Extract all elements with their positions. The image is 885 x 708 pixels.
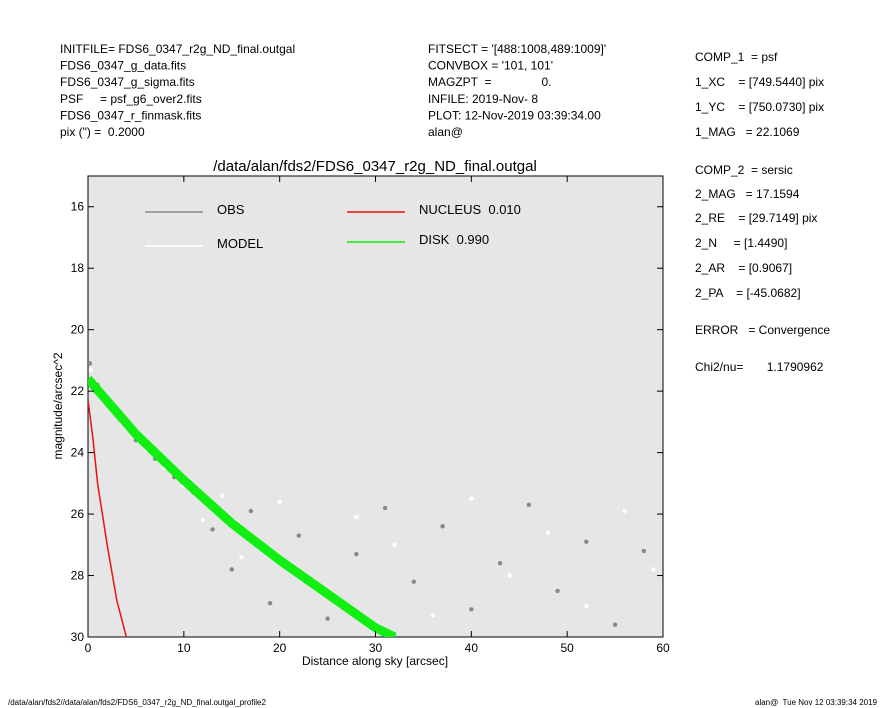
y-tick-label: 18 bbox=[71, 261, 85, 275]
chart-title: /data/alan/fds2/FDS6_0347_r2g_ND_final.o… bbox=[213, 158, 537, 175]
x-tick-label: 40 bbox=[465, 641, 479, 655]
footer-right: alan@ Tue Nov 12 03:39:34 2019 bbox=[755, 698, 878, 707]
header-right-line: ERROR = Convergence bbox=[695, 323, 830, 337]
plot-layer bbox=[88, 361, 656, 637]
data-point bbox=[325, 616, 330, 621]
header-right-line: Chi2/nu= 1.1790962 bbox=[695, 360, 824, 374]
data-point bbox=[248, 508, 254, 514]
y-tick-label: 22 bbox=[71, 384, 85, 398]
header-right-line: 1_YC = [750.0730] pix bbox=[695, 100, 824, 114]
header-right-line: 2_AR = [0.9067] bbox=[695, 261, 792, 275]
x-tick-label: 60 bbox=[656, 641, 670, 655]
data-point bbox=[584, 539, 589, 544]
data-point bbox=[229, 567, 234, 572]
data-point bbox=[354, 551, 359, 557]
header: INITFILE= FDS6_0347_r2g_ND_final.outgal F… bbox=[60, 42, 830, 374]
data-point bbox=[651, 567, 656, 572]
x-tick-label: 50 bbox=[560, 641, 574, 655]
header-right-line: COMP_1 = psf bbox=[695, 50, 778, 64]
data-point bbox=[469, 607, 474, 612]
data-point bbox=[88, 361, 93, 366]
data-point bbox=[555, 588, 560, 594]
y-tick-label: 26 bbox=[71, 507, 85, 521]
header-middle-line: PLOT: 12-Nov-2019 03:39:34.00 bbox=[428, 108, 601, 122]
y-tick-label: 16 bbox=[71, 200, 85, 214]
header-right-line: 2_N = [1.4490] bbox=[695, 236, 787, 250]
header-left-line: PSF = psf_g6_over2.fits bbox=[60, 92, 202, 106]
x-tick-label: 0 bbox=[85, 641, 92, 655]
data-point bbox=[411, 579, 417, 584]
x-tick-label: 30 bbox=[369, 641, 383, 655]
header-middle-line: MAGZPT = 0. bbox=[428, 75, 551, 89]
header-right-line: 2_MAG = 17.1594 bbox=[695, 187, 800, 201]
data-point bbox=[430, 613, 436, 618]
data-point bbox=[641, 548, 647, 554]
legend-label: DISK 0.990 bbox=[419, 232, 489, 247]
data-point bbox=[200, 518, 206, 523]
header-right-line: 2_PA = [-45.0682] bbox=[695, 286, 801, 300]
header-middle-line: CONVBOX = '101, 101' bbox=[428, 59, 553, 73]
y-tick-label: 20 bbox=[71, 323, 85, 337]
legend-label: MODEL bbox=[217, 236, 263, 251]
header-middle-line: alan@ bbox=[428, 125, 463, 139]
data-point bbox=[545, 530, 551, 535]
data-line bbox=[88, 400, 128, 637]
header-right-line: COMP_2 = sersic bbox=[695, 163, 793, 177]
header-left-line: INITFILE= FDS6_0347_r2g_ND_final.outgal bbox=[60, 42, 295, 56]
header-left-line: pix (") = 0.2000 bbox=[60, 125, 145, 139]
legend-label: OBS bbox=[217, 202, 245, 217]
x-tick-label: 20 bbox=[273, 641, 287, 655]
data-point bbox=[440, 524, 445, 529]
data-point bbox=[277, 499, 282, 504]
data-point bbox=[507, 573, 512, 578]
data-point bbox=[354, 514, 359, 520]
data-point bbox=[210, 527, 215, 532]
header-right-line: 1_XC = [749.5440] pix bbox=[695, 75, 824, 89]
data-point bbox=[469, 496, 474, 501]
data-point bbox=[497, 561, 503, 566]
data-point bbox=[622, 508, 627, 514]
header-right-line: 1_MAG = 22.1069 bbox=[695, 125, 800, 139]
header-middle-line: INFILE: 2019-Nov- 8 bbox=[428, 92, 538, 106]
y-axis-label: magnitude/arcsec^2 bbox=[51, 352, 65, 459]
header-left-line: FDS6_0347_r_finmask.fits bbox=[60, 108, 201, 122]
data-point bbox=[382, 505, 388, 511]
legend-label: NUCLEUS 0.010 bbox=[419, 202, 521, 217]
data-point bbox=[612, 622, 618, 627]
data-point bbox=[526, 502, 532, 508]
data-point bbox=[88, 367, 94, 372]
x-axis-label: Distance along sky [arcsec] bbox=[302, 654, 448, 668]
y-tick-label: 28 bbox=[71, 569, 85, 583]
plot-area bbox=[87, 175, 664, 638]
data-point bbox=[392, 542, 397, 547]
footer-left: /data/alan/fds2//data/alan/fds2/FDS6_034… bbox=[8, 698, 267, 707]
data-point bbox=[584, 604, 589, 609]
y-tick-label: 30 bbox=[71, 630, 85, 644]
data-point bbox=[219, 493, 225, 498]
data-point bbox=[296, 533, 302, 538]
data-line bbox=[88, 375, 397, 637]
data-point bbox=[239, 554, 244, 560]
x-tick-label: 10 bbox=[177, 641, 191, 655]
header-middle-line: FITSECT = '[488:1008,489:1009]' bbox=[428, 42, 606, 56]
header-right-line: 2_RE = [29.7149] pix bbox=[695, 211, 817, 225]
header-left-line: FDS6_0347_g_data.fits bbox=[60, 59, 186, 73]
y-tick-label: 24 bbox=[71, 446, 85, 460]
header-left-line: FDS6_0347_g_sigma.fits bbox=[60, 75, 195, 89]
data-point bbox=[267, 600, 273, 606]
